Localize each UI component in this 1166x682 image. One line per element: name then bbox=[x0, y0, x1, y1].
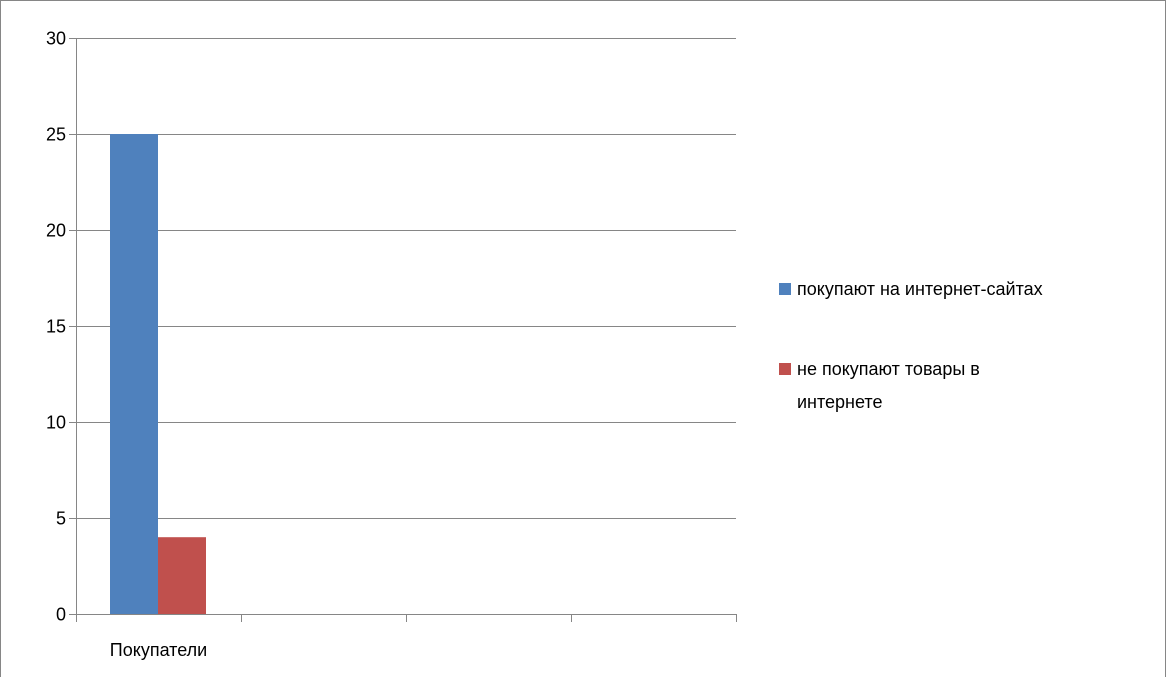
y-tick-label: 20 bbox=[46, 221, 66, 241]
y-tick-label: 5 bbox=[56, 509, 66, 529]
legend-swatch-not-buy-online bbox=[779, 363, 791, 375]
y-tick-labels: 0 5 10 15 20 25 30 bbox=[46, 29, 66, 625]
y-tick-label: 30 bbox=[46, 29, 66, 49]
y-tick-label: 15 bbox=[46, 317, 66, 337]
y-tick-label: 10 bbox=[46, 413, 66, 433]
legend-label: не покупают товары в bbox=[797, 359, 980, 379]
bar-not-buy-online bbox=[158, 537, 206, 614]
y-tick-label: 25 bbox=[46, 125, 66, 145]
bars bbox=[110, 134, 206, 614]
axes bbox=[69, 38, 737, 622]
legend-label: интернете bbox=[797, 392, 882, 412]
legend-swatch-buy-online bbox=[779, 283, 791, 295]
bar-buy-online bbox=[110, 134, 158, 614]
x-tick-labels: Покупатели bbox=[110, 640, 207, 660]
y-tick-label: 0 bbox=[56, 605, 66, 625]
x-tick-label: Покупатели bbox=[110, 640, 207, 660]
grid-lines bbox=[76, 38, 736, 519]
legend: покупают на интернет-сайтах не покупают т… bbox=[779, 279, 1043, 412]
legend-label: покупают на интернет-сайтах bbox=[797, 279, 1043, 299]
